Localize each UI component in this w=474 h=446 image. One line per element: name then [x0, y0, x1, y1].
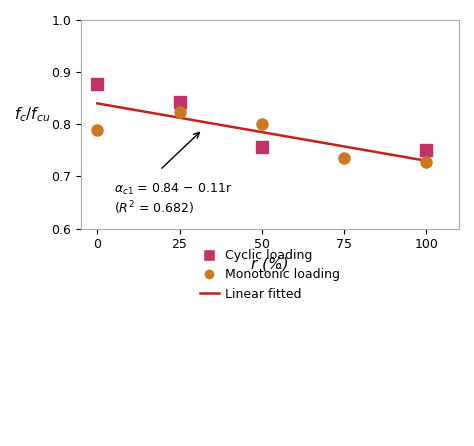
Point [176, 109, 183, 116]
Point [340, 155, 348, 162]
Point [93, 126, 101, 133]
Y-axis label: $f_c/f_{cu}$: $f_c/f_{cu}$ [14, 106, 50, 124]
Point [422, 147, 430, 154]
Point [258, 121, 265, 128]
Text: $\alpha_{c1}$ = 0.84 − 0.11r
($R^2$ = 0.682): $\alpha_{c1}$ = 0.84 − 0.11r ($R^2$ = 0.… [114, 182, 232, 217]
Point [93, 80, 101, 87]
Point [176, 98, 183, 105]
Legend: Cyclic loading, Monotonic loading, Linear fitted: Cyclic loading, Monotonic loading, Linea… [195, 244, 345, 306]
X-axis label: r (%): r (%) [251, 257, 289, 272]
Point [422, 159, 430, 166]
Point [258, 143, 265, 150]
